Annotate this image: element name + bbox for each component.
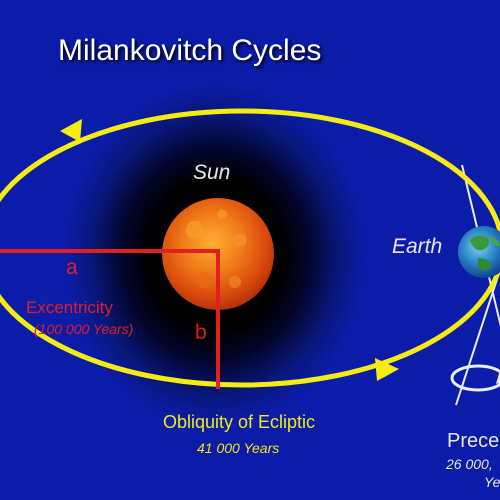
excentricity-period: (100 000 Years) bbox=[34, 321, 134, 337]
earth-orbit bbox=[0, 108, 500, 388]
orbit-arrow-icon bbox=[375, 358, 399, 381]
sun-label: Sun bbox=[193, 161, 231, 184]
earth bbox=[458, 226, 500, 278]
obliquity-period: 41 000 Years bbox=[197, 440, 280, 456]
precession-label: Prece bbox=[447, 430, 500, 452]
excentricity-axes bbox=[0, 249, 220, 389]
earth-label: Earth bbox=[392, 235, 443, 258]
precession-arrow-icon bbox=[450, 364, 500, 392]
earth-tilt-line bbox=[455, 269, 500, 406]
semi-major-axis-label: a bbox=[66, 256, 78, 279]
semi-minor-axis-label: b bbox=[195, 321, 207, 344]
obliquity-label: Obliquity of Ecliptic bbox=[163, 412, 316, 432]
precession-years: Ye bbox=[484, 474, 500, 490]
orbit-arrow-icon bbox=[60, 119, 82, 142]
diagram-title: Milankovitch Cycles bbox=[58, 34, 322, 67]
excentricity-label: Excentricity bbox=[26, 298, 113, 317]
precession-period: 26 000, bbox=[446, 456, 493, 472]
